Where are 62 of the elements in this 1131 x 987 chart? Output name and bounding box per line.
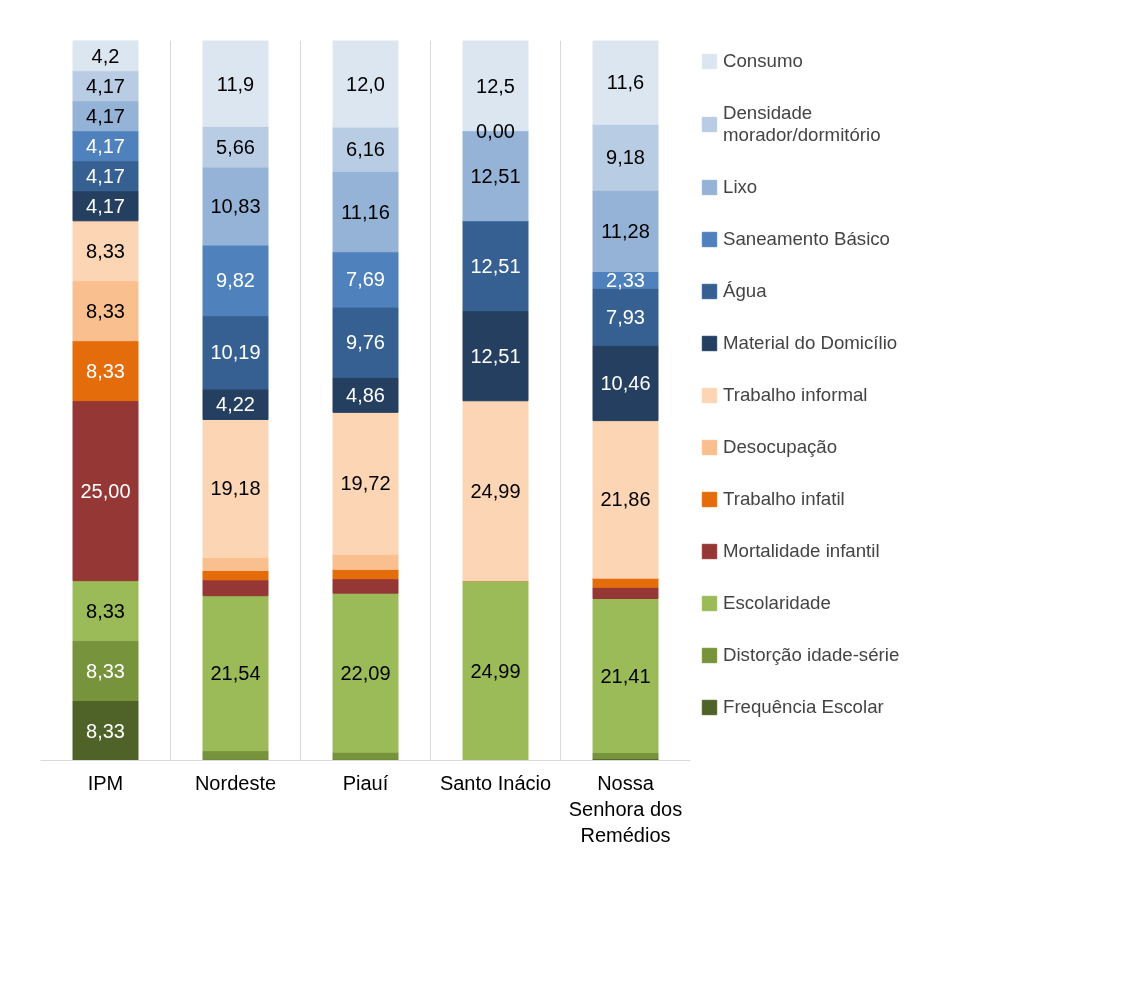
legend-label: Material do Domicílio	[723, 332, 898, 354]
data-label: 7,69	[346, 268, 385, 291]
x-tick-label: Nordeste	[194, 771, 277, 794]
data-label: 4,22	[216, 393, 255, 416]
data-label: 5,66	[216, 135, 255, 158]
data-label: 22,09	[340, 661, 391, 684]
data-label: 25,00	[80, 479, 131, 502]
x-tick-label: Santo Inácio	[439, 771, 552, 794]
data-label: 2,33	[606, 268, 645, 291]
data-label: 0,00	[476, 119, 515, 142]
data-label: 11,6	[606, 71, 645, 94]
data-label: 8,33	[86, 719, 125, 742]
data-label: 8,33	[86, 359, 125, 382]
legend-label: Desocupação	[723, 436, 838, 458]
x-tick-label: Nossa Senhora dos Remédios	[568, 771, 683, 847]
data-label: 6,16	[346, 138, 385, 161]
data-label: 21,41	[600, 664, 651, 687]
data-label: 4,86	[346, 383, 385, 406]
legend-label: Água	[723, 280, 767, 302]
data-label: 8,33	[86, 659, 125, 682]
data-label: 4,17	[86, 194, 125, 217]
legend-label: Consumo	[723, 50, 803, 72]
data-label: 11,28	[601, 219, 650, 242]
legend-label: Lixo	[723, 176, 758, 198]
data-label: 10,83	[210, 195, 261, 218]
data-label: 24,99	[470, 479, 521, 502]
data-label: 19,72	[340, 472, 391, 495]
data-label: 19,18	[210, 477, 261, 500]
data-label: 4,17	[86, 164, 125, 187]
data-label: 9,18	[606, 146, 645, 169]
legend-label: Mortalidade infantil	[723, 540, 880, 562]
data-label: 7,93	[606, 305, 645, 328]
data-label: 24,99	[470, 659, 521, 682]
data-label: 8,33	[86, 239, 125, 262]
data-label: 4,17	[86, 74, 125, 97]
data-label: 4,17	[86, 134, 125, 157]
legend-label: Trabalho informal	[723, 384, 868, 406]
data-label: 12,51	[470, 254, 521, 277]
data-label: 4,2	[91, 44, 120, 67]
data-label: 21,54	[210, 662, 261, 685]
data-label: 8,33	[86, 599, 125, 622]
data-label: 10,19	[210, 341, 261, 364]
legend-label: Saneamento Básico	[723, 228, 890, 250]
data-label: 4,17	[86, 104, 125, 127]
data-label: 12,51	[470, 344, 521, 367]
data-label: 10,46	[600, 371, 651, 394]
data-label: 21,86	[600, 488, 651, 511]
legend-label: Escolaridade	[723, 592, 831, 614]
data-label: 9,82	[216, 269, 255, 292]
data-label: 12,0	[346, 72, 385, 95]
x-tick-label: IPM	[87, 771, 124, 794]
x-tick-label: Piauí	[342, 771, 389, 794]
legend-label: Distorção idade-série	[723, 644, 900, 666]
legend-label: Densidade morador/dormitório	[723, 102, 881, 146]
data-label: 11,16	[341, 200, 390, 223]
data-label: 9,76	[346, 331, 385, 354]
data-label: 8,33	[86, 299, 125, 322]
legend-label: Trabalho infatil	[723, 488, 845, 510]
data-label: 11,9	[216, 72, 255, 95]
data-label: 12,51	[470, 164, 521, 187]
data-label: 12,5	[476, 74, 515, 97]
legend-label: Frequência Escolar	[723, 696, 884, 718]
